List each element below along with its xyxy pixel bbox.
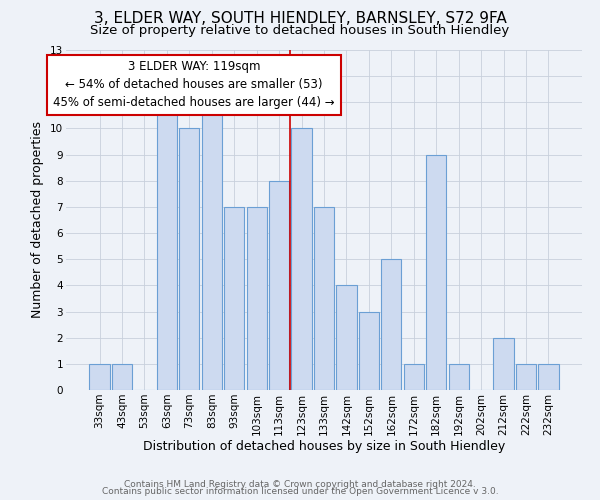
- Bar: [337, 286, 356, 390]
- Y-axis label: Number of detached properties: Number of detached properties: [31, 122, 44, 318]
- Bar: [538, 364, 559, 390]
- Bar: [292, 128, 311, 390]
- Text: Contains HM Land Registry data © Crown copyright and database right 2024.: Contains HM Land Registry data © Crown c…: [124, 480, 476, 489]
- Bar: [179, 128, 199, 390]
- Bar: [202, 102, 222, 390]
- Bar: [89, 364, 110, 390]
- Bar: [247, 207, 267, 390]
- Bar: [404, 364, 424, 390]
- Text: 3 ELDER WAY: 119sqm
← 54% of detached houses are smaller (53)
45% of semi-detach: 3 ELDER WAY: 119sqm ← 54% of detached ho…: [53, 60, 335, 110]
- Text: 3, ELDER WAY, SOUTH HIENDLEY, BARNSLEY, S72 9FA: 3, ELDER WAY, SOUTH HIENDLEY, BARNSLEY, …: [94, 11, 506, 26]
- Bar: [449, 364, 469, 390]
- X-axis label: Distribution of detached houses by size in South Hiendley: Distribution of detached houses by size …: [143, 440, 505, 454]
- Bar: [112, 364, 132, 390]
- Bar: [516, 364, 536, 390]
- Bar: [157, 102, 177, 390]
- Text: Size of property relative to detached houses in South Hiendley: Size of property relative to detached ho…: [91, 24, 509, 37]
- Text: Contains public sector information licensed under the Open Government Licence v : Contains public sector information licen…: [101, 487, 499, 496]
- Bar: [493, 338, 514, 390]
- Bar: [359, 312, 379, 390]
- Bar: [381, 259, 401, 390]
- Bar: [224, 207, 244, 390]
- Bar: [426, 154, 446, 390]
- Bar: [314, 207, 334, 390]
- Bar: [269, 181, 289, 390]
